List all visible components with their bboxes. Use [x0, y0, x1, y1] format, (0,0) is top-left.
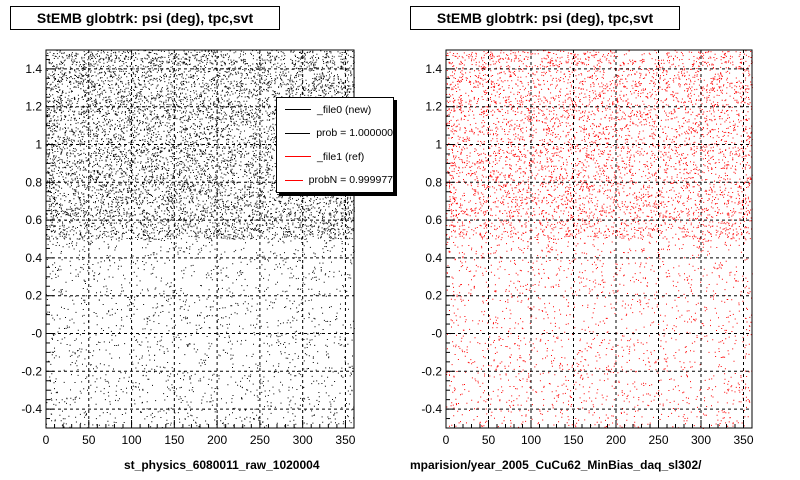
y-tick-label: -0: [31, 327, 42, 341]
legend-label: prob = 1.000000: [316, 127, 393, 140]
x-tick-label: 300: [691, 433, 711, 447]
y-tick-label: 0.2: [25, 289, 42, 303]
x-tick-label: 350: [335, 433, 355, 447]
x-tick-label: 350: [733, 433, 753, 447]
legend-line-probN: [285, 179, 303, 181]
y-tick-label: 1.2: [25, 100, 42, 114]
y-tick-label: -0.2: [21, 364, 42, 378]
legend-entry: probN = 0.999977: [277, 169, 393, 193]
y-tick-label: 1.4: [25, 62, 42, 76]
x-tick-label: 0: [443, 433, 450, 447]
x-tick-label: 250: [648, 433, 668, 447]
right-chart-title: StEMB globtrk: psi (deg), tpc,svt: [410, 6, 680, 30]
x-tick-label: 100: [521, 433, 541, 447]
y-tick-label: -0.4: [21, 402, 42, 416]
legend-entry: _file0 (new): [277, 98, 393, 122]
right-file-label: mparision/year_2005_CuCu62_MinBias_daq_s…: [410, 458, 702, 472]
y-tick-label: 1.4: [425, 62, 442, 76]
left-chart-title: StEMB globtrk: psi (deg), tpc,svt: [10, 6, 280, 30]
legend-line-file0: [285, 109, 311, 111]
legend-line-prob: [285, 132, 311, 134]
y-tick-label: 0.6: [425, 213, 442, 227]
left-file-label: st_physics_6080011_raw_1020004: [124, 458, 320, 472]
y-tick-label: 0.8: [25, 175, 42, 189]
y-tick-label: 0.8: [425, 175, 442, 189]
legend-label: _file1 (ref): [317, 150, 365, 163]
x-tick-label: 50: [82, 433, 96, 447]
y-tick-label: 0.6: [25, 213, 42, 227]
y-tick-label: 0.4: [425, 251, 442, 265]
x-tick-label: 50: [482, 433, 496, 447]
y-tick-label: 0.4: [25, 251, 42, 265]
y-tick-label: 0.2: [425, 289, 442, 303]
x-tick-label: 100: [122, 433, 142, 447]
y-tick-label: -0.2: [421, 364, 442, 378]
x-tick-label: 200: [207, 433, 227, 447]
chart-panel-0: 0 50 100 150 200 250 300 350 -0.4 -0.2 -0 0.2 0.4 0.6…: [21, 49, 356, 447]
legend-entry: prob = 1.000000: [277, 122, 393, 146]
x-tick-label: 250: [250, 433, 270, 447]
y-tick-label: 1: [435, 138, 442, 152]
x-tick-label: 200: [606, 433, 626, 447]
x-tick-label: 150: [164, 433, 184, 447]
y-tick-label: -0: [431, 327, 442, 341]
legend-label: probN = 0.999977: [308, 174, 393, 187]
x-tick-label: 300: [293, 433, 313, 447]
y-tick-label: -0.4: [421, 402, 442, 416]
x-tick-label: 150: [563, 433, 583, 447]
y-tick-label: 1: [35, 138, 42, 152]
legend-label: _file0 (new): [317, 103, 372, 116]
legend-box: _file0 (new) prob = 1.000000 _file1 (ref…: [276, 97, 394, 193]
y-tick-label: 1.2: [425, 100, 442, 114]
x-tick-label: 0: [43, 433, 50, 447]
legend-entry: _file1 (ref): [277, 145, 393, 169]
chart-panel-1: 0 50 100 150 200 250 300 350 -0.4 -0.2 -0 0.2 0.4 0.6…: [421, 49, 754, 447]
legend-line-file1: [285, 156, 311, 158]
